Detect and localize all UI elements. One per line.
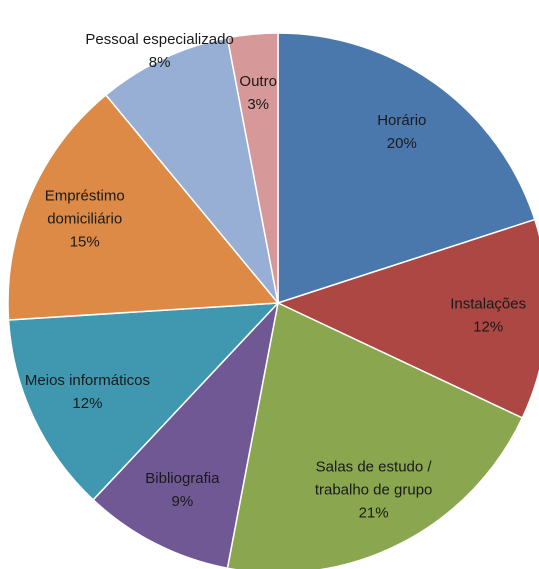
category-label-line: Horário [377,112,426,129]
pie-slice [104,36,279,304]
category-label: Empréstimo domiciliário [45,187,125,227]
category-label-line: Bibliografia [145,470,220,487]
category-label-line: trabalho de grupo [315,482,433,499]
category-label: Meios informáticos [25,372,150,389]
category-label: Horário [377,112,426,129]
category-label-line: Meios informáticos [25,372,150,389]
category-label-line: domiciliário [47,210,122,227]
pie-slice [7,93,280,321]
category-label-line: Pessoal especializado [85,31,233,48]
pie-slice [226,32,279,304]
category-label-line: Instalações [450,296,526,313]
pie-slice [7,302,280,501]
category-label: Instalações [450,296,526,313]
pie-slice [226,301,524,569]
category-label: Pessoal especializado [85,31,233,48]
category-label: Outro [239,73,277,90]
value-label: 8% [149,54,171,71]
pie-slice [277,32,536,305]
pie-slice [92,300,280,569]
category-label-line: Salas de estudo / [316,459,433,476]
value-label: 21% [359,505,389,522]
value-label: 12% [72,395,102,412]
category-label-line: Empréstimo [45,187,125,204]
pie-slice [275,218,539,419]
value-label: 12% [473,319,503,336]
category-label: Bibliografia [145,470,220,487]
value-label: 3% [247,96,269,113]
category-label: Salas de estudo / trabalho de grupo [315,459,433,499]
category-label-line: Outro [239,73,277,90]
value-label: 15% [70,233,100,250]
value-label: 9% [172,493,194,510]
value-label: 20% [387,135,417,152]
